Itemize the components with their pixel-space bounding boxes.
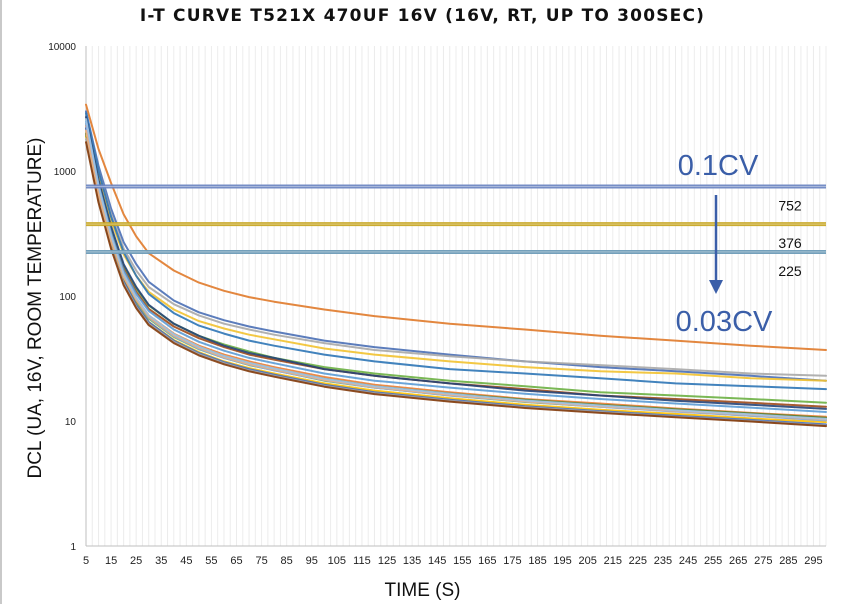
x-tick-label: 225 — [629, 555, 647, 567]
x-tick-label: 275 — [754, 555, 772, 567]
x-tick-label: 65 — [230, 555, 242, 567]
down-arrow-head-icon — [709, 280, 723, 294]
x-tick-label: 285 — [779, 555, 797, 567]
x-tick-label: 255 — [704, 555, 722, 567]
reference-line-label: 225 — [778, 263, 802, 279]
x-tick-label: 265 — [729, 555, 747, 567]
series-line — [85, 118, 827, 382]
y-tick-label: 10 — [65, 417, 77, 428]
series-line — [85, 141, 827, 428]
x-tick-label: 245 — [679, 555, 697, 567]
x-tick-labels: 5 15 25 35 45 55 65 75 85 95 105 115 125 135 145 155 165… — [83, 555, 823, 567]
x-axis-label: TIME (S) — [384, 580, 461, 601]
x-tick-label: 35 — [155, 555, 167, 567]
x-tick-label: 295 — [804, 555, 822, 567]
x-tick-label: 195 — [553, 555, 571, 567]
series-line — [85, 118, 827, 420]
annotation-top: 0.1CV — [678, 150, 759, 182]
x-tick-label: 155 — [453, 555, 471, 567]
series-line — [85, 116, 827, 410]
y-tick-label: 1000 — [54, 167, 77, 178]
x-tick-label: 165 — [478, 555, 496, 567]
x-tick-label: 85 — [281, 555, 293, 567]
series-line — [85, 110, 827, 382]
series-line — [85, 114, 827, 377]
y-tick-label: 100 — [59, 292, 76, 303]
data-series — [85, 103, 827, 428]
x-tick-label: 5 — [83, 555, 89, 567]
x-tick-label: 185 — [528, 555, 546, 567]
x-tick-label: 205 — [579, 555, 597, 567]
x-tick-label: 25 — [130, 555, 142, 567]
series-line — [85, 120, 827, 413]
x-tick-label: 45 — [180, 555, 192, 567]
y-tick-label: 10000 — [48, 42, 76, 53]
x-tick-label: 115 — [353, 555, 371, 567]
x-tick-label: 215 — [604, 555, 622, 567]
reference-line-label: 752 — [778, 197, 802, 213]
x-tick-label: 135 — [403, 555, 421, 567]
series-line — [85, 103, 827, 351]
x-tick-label: 235 — [654, 555, 672, 567]
reference-lines: 752 376 225 — [86, 184, 826, 279]
y-tick-label: 1 — [70, 542, 76, 553]
x-tick-label: 175 — [503, 555, 521, 567]
annotations: 0.1CV 0.03CV — [676, 150, 773, 338]
x-tick-label: 95 — [306, 555, 318, 567]
reference-line-label: 376 — [778, 235, 802, 251]
x-tick-label: 55 — [205, 555, 217, 567]
x-tick-label: 75 — [255, 555, 267, 567]
x-tick-label: 15 — [105, 555, 117, 567]
y-tick-labels: 1 10 100 1000 10000 — [48, 42, 76, 553]
x-tick-label: 105 — [328, 555, 346, 567]
grid-lines — [85, 46, 827, 547]
x-tick-label: 125 — [378, 555, 396, 567]
x-tick-label: 145 — [428, 555, 446, 567]
annotation-bottom: 0.03CV — [676, 306, 773, 338]
chart-title: I-T CURVE T521X 470UF 16V (16V, RT, UP T… — [139, 6, 706, 26]
